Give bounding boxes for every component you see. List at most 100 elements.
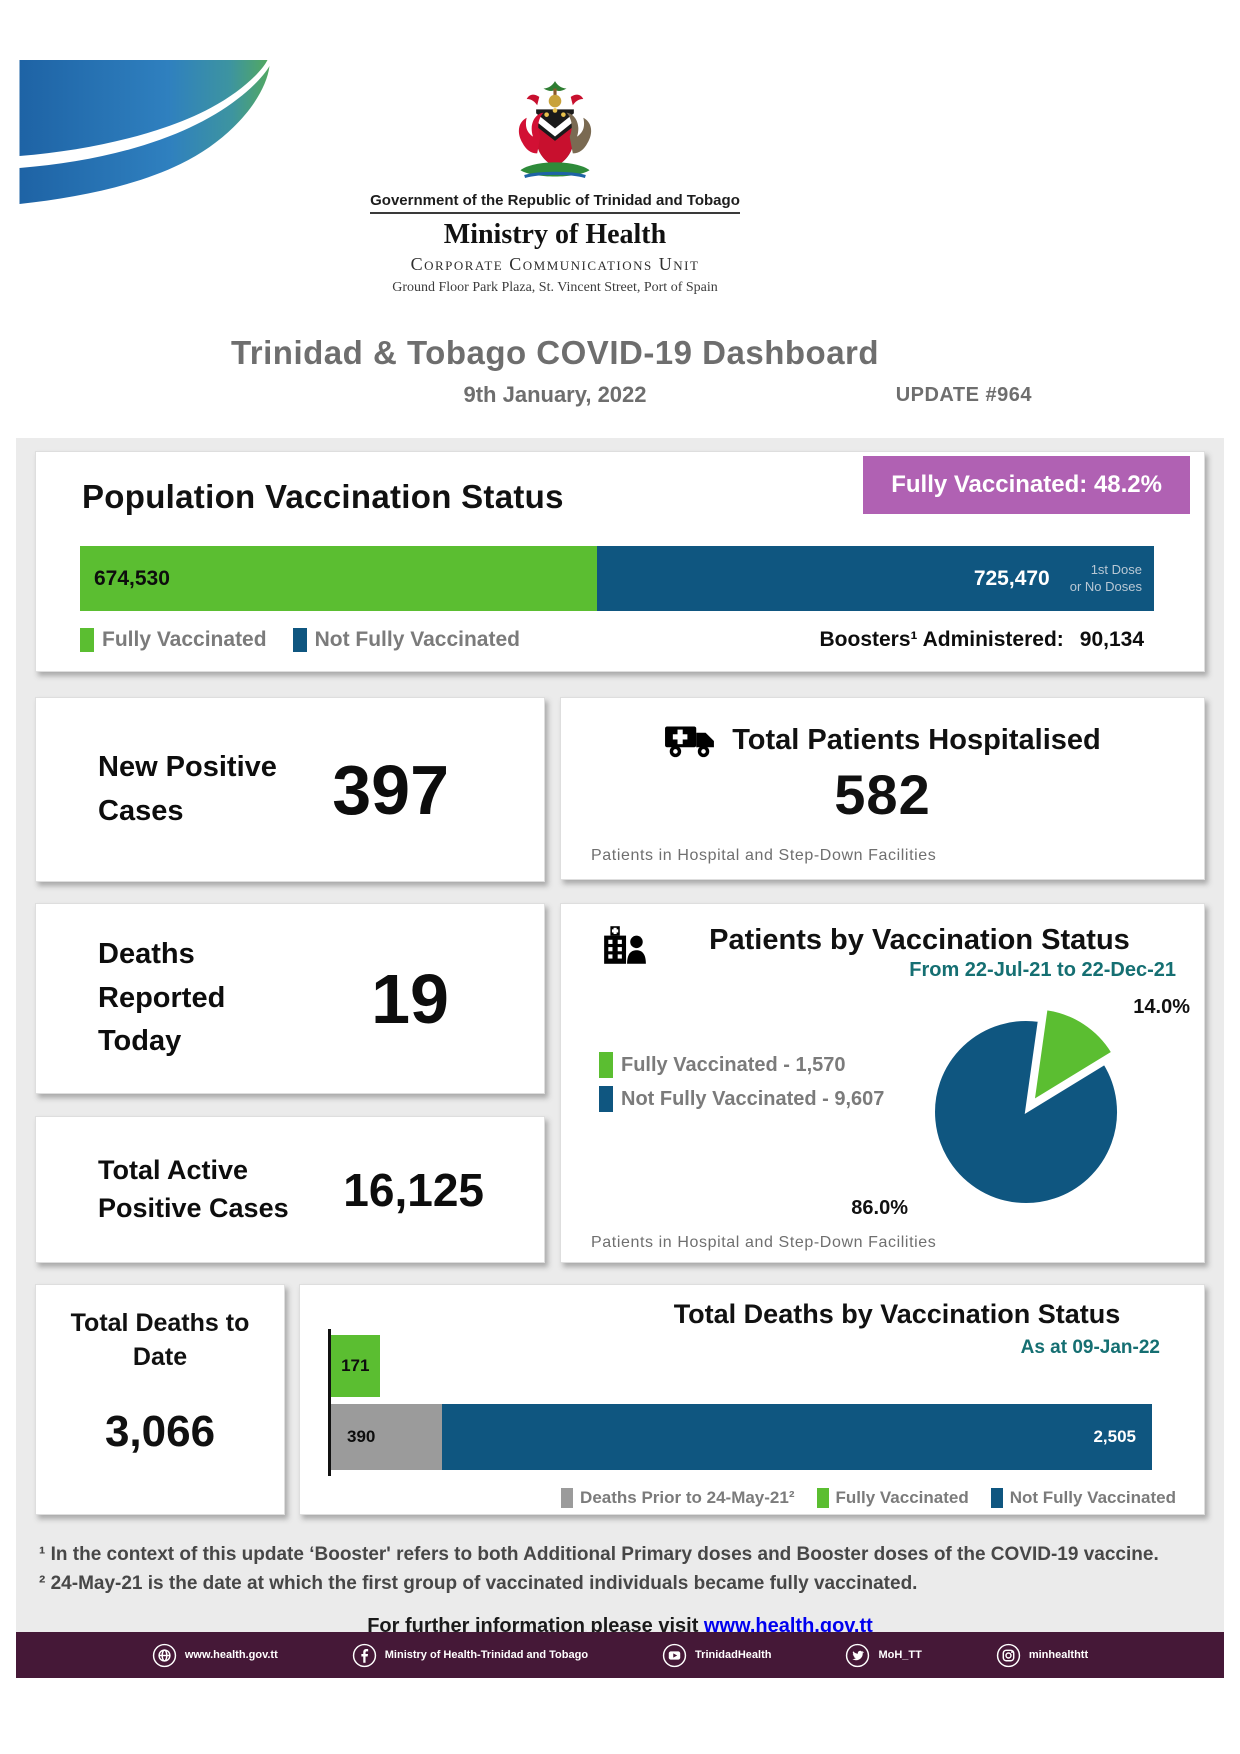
fully-vaccinated-badge: Fully Vaccinated: 48.2% xyxy=(863,456,1190,514)
boosters-value: 90,134 xyxy=(1079,628,1144,651)
footer-item-instagram[interactable]: minhealthtt xyxy=(996,1643,1088,1668)
hospital-patient-icon xyxy=(604,926,646,964)
legend-label-not-fully: Not Fully Vaccinated xyxy=(314,628,520,651)
legend-swatch-not-fully xyxy=(292,628,307,652)
pie-legend-swatch-not-fully xyxy=(599,1086,613,1112)
info-text: For further information please visit xyxy=(367,1614,699,1637)
ministry-name: Ministry of Health xyxy=(443,219,667,250)
hospitalised-value: 582 xyxy=(834,763,931,826)
pie-legend-row-not-fully: Not Fully Vaccinated - 9,607 xyxy=(599,1086,884,1112)
coat-of-arms xyxy=(518,81,592,178)
stats-column-left: New Positive Cases 397 Deaths Reported T… xyxy=(35,697,545,1263)
pie-note: Patients in Hospital and Step-Down Facil… xyxy=(591,1234,937,1251)
legend-not-fully-vaccinated: Not Fully Vaccinated xyxy=(990,1488,1176,1508)
bar-deaths-prior: 390 xyxy=(331,1404,442,1470)
stats-column-right: Total Patients Hospitalised 582 Patients… xyxy=(560,697,1205,1263)
vax-legend: Fully Vaccinated Not Fully Vaccinated Bo… xyxy=(80,628,1144,652)
deaths-bar-row-2: 390 2,505 xyxy=(331,1404,1152,1470)
card-total-active-cases: Total Active Positive Cases 16,125 xyxy=(35,1116,545,1263)
boosters-label: Boosters¹ Administered: xyxy=(819,628,1064,651)
footer-item-facebook[interactable]: Ministry of Health-Trinidad and Tobago xyxy=(352,1643,588,1668)
stats-grid: New Positive Cases 397 Deaths Reported T… xyxy=(35,697,1205,1263)
pie-label-not-fully-pct: 86.0% xyxy=(851,1197,908,1219)
card-total-deaths-to-date: Total Deaths to Date 3,066 xyxy=(35,1284,285,1515)
popbar-fully-value: 674,530 xyxy=(94,566,170,590)
footer-item-label: Ministry of Health-Trinidad and Tobago xyxy=(384,1649,589,1661)
card-deaths-by-vaccination-status: Total Deaths by Vaccination Status As at… xyxy=(299,1284,1205,1515)
legend-swatch-not-fully-2 xyxy=(990,1488,1003,1508)
update-number: UPDATE #964 xyxy=(895,384,1032,406)
pie-slice-not-fully-vaccinated xyxy=(933,1019,1119,1205)
card-total-patients-hospitalised: Total Patients Hospitalised 582 Patients… xyxy=(560,697,1205,880)
deaths-today-label: Deaths Reported Today xyxy=(98,938,226,1058)
info-line: For further information please visit www… xyxy=(35,1615,1205,1638)
footnote-1: ¹ In the context of this update ‘Booster… xyxy=(39,1544,1159,1565)
dashboard-body: Population Vaccination Status Fully Vacc… xyxy=(16,438,1224,1678)
card-new-positive-cases: New Positive Cases 397 xyxy=(35,697,545,882)
legend-label-fully: Fully Vaccinated xyxy=(102,628,267,651)
pie-label-fully-pct: 14.0% xyxy=(1133,996,1190,1018)
twitter-icon xyxy=(846,1643,870,1667)
unit-name: Corporate Communications Unit xyxy=(410,254,700,274)
gov-line: Government of the Republic of Trinidad a… xyxy=(370,192,740,214)
legend-fully-vaccinated: Fully Vaccinated xyxy=(816,1488,969,1508)
patients-by-vax-subtitle: From 22-Jul-21 to 22-Dec-21 xyxy=(909,959,1176,981)
footer-item-label: TrinidadHealth xyxy=(695,1649,772,1661)
hospitalised-note: Patients in Hospital and Step-Down Facil… xyxy=(591,847,937,864)
footer-item-label: MoH_TT xyxy=(878,1649,922,1661)
facebook-icon xyxy=(352,1643,376,1667)
active-cases-value: 16,125 xyxy=(343,1163,484,1216)
legend-swatch-fully-2 xyxy=(816,1488,829,1508)
population-vaccination-card: Population Vaccination Status Fully Vacc… xyxy=(35,451,1205,672)
info-link[interactable]: www.health.gov.tt xyxy=(703,1614,873,1637)
footer-item-label: minhealthtt xyxy=(1028,1649,1089,1661)
pie-legend-row-fully: Fully Vaccinated - 1,570 xyxy=(599,1052,884,1078)
ministry-letterhead: Government of the Republic of Trinidad a… xyxy=(0,78,1110,296)
footer-bar: www.health.gov.tt Ministry of Health-Tri… xyxy=(16,1632,1224,1678)
footer-item-website[interactable]: www.health.gov.tt xyxy=(152,1643,278,1668)
brand-swoosh-logo xyxy=(19,60,270,204)
footer-item-youtube[interactable]: TrinidadHealth xyxy=(662,1643,771,1668)
pie-legend-label-not-fully: Not Fully Vaccinated - 9,607 xyxy=(621,1087,885,1110)
legend-swatch-prior xyxy=(561,1488,574,1508)
active-cases-label: Total Active Positive Cases xyxy=(98,1154,289,1223)
bar-label-not-fully: 2,505 xyxy=(1093,1427,1136,1446)
dashboard-date: 9th January, 2022 xyxy=(463,382,647,407)
popbar-fully-vaccinated-segment: 674,530 xyxy=(80,546,598,611)
deaths-chart-legend: Deaths Prior to 24-May-21² Fully Vaccina… xyxy=(561,1488,1176,1508)
total-deaths-value: 3,066 xyxy=(104,1406,216,1456)
address-line: Ground Floor Park Plaza, St. Vincent Str… xyxy=(392,280,718,295)
popbar-notfully-value: 725,470 xyxy=(973,566,1050,590)
popbar-dose-note: 1st Dose or No Doses xyxy=(1069,562,1142,594)
youtube-icon xyxy=(662,1643,687,1667)
bar-label-prior: 390 xyxy=(347,1427,376,1446)
vax-title: Population Vaccination Status xyxy=(82,478,564,515)
bar-label-fully: 171 xyxy=(341,1356,370,1375)
boosters-administered: Boosters¹ Administered: 90,134 xyxy=(820,628,1145,652)
pie-legend: Fully Vaccinated - 1,570 Not Fully Vacci… xyxy=(599,1052,884,1120)
patients-by-vax-title: Patients by Vaccination Status xyxy=(709,924,1130,956)
dashboard-title: Trinidad & Tobago COVID-19 Dashboard xyxy=(230,334,880,371)
hospitalised-title: Total Patients Hospitalised xyxy=(732,723,1101,756)
pie-legend-label-fully: Fully Vaccinated - 1,570 xyxy=(621,1053,846,1076)
total-deaths-label: Total Deaths to Date xyxy=(70,1309,250,1371)
deaths-bar-row-1: 171 xyxy=(331,1335,1152,1397)
card-deaths-reported-today: Deaths Reported Today 19 xyxy=(35,903,545,1094)
legend-deaths-prior: Deaths Prior to 24-May-21² xyxy=(561,1488,795,1508)
footer-item-label: www.health.gov.tt xyxy=(184,1649,278,1661)
population-stacked-bar: 674,530 725,470 1st Dose or No Doses xyxy=(80,546,1154,611)
bar-not-fully-vaccinated: 2,505 xyxy=(441,1404,1152,1470)
popbar-not-fully-segment: 725,470 1st Dose or No Doses xyxy=(597,546,1154,611)
globe-icon xyxy=(152,1643,177,1667)
deaths-bar-chart: 171 390 2,505 xyxy=(328,1329,1152,1476)
deaths-today-value: 19 xyxy=(371,959,449,1038)
new-cases-value: 397 xyxy=(332,750,449,829)
pie-legend-swatch-fully xyxy=(599,1052,613,1078)
deaths-chart-title: Total Deaths by Vaccination Status xyxy=(673,1299,1121,1329)
footer-item-twitter[interactable]: MoH_TT xyxy=(845,1643,922,1668)
footnotes: ¹ In the context of this update ‘Booster… xyxy=(35,1540,1205,1599)
bar-fully-vaccinated: 171 xyxy=(331,1335,380,1397)
legend-swatch-fully xyxy=(80,628,94,652)
card-patients-by-vaccination-status: Patients by Vaccination Status From 22-J… xyxy=(560,903,1205,1263)
